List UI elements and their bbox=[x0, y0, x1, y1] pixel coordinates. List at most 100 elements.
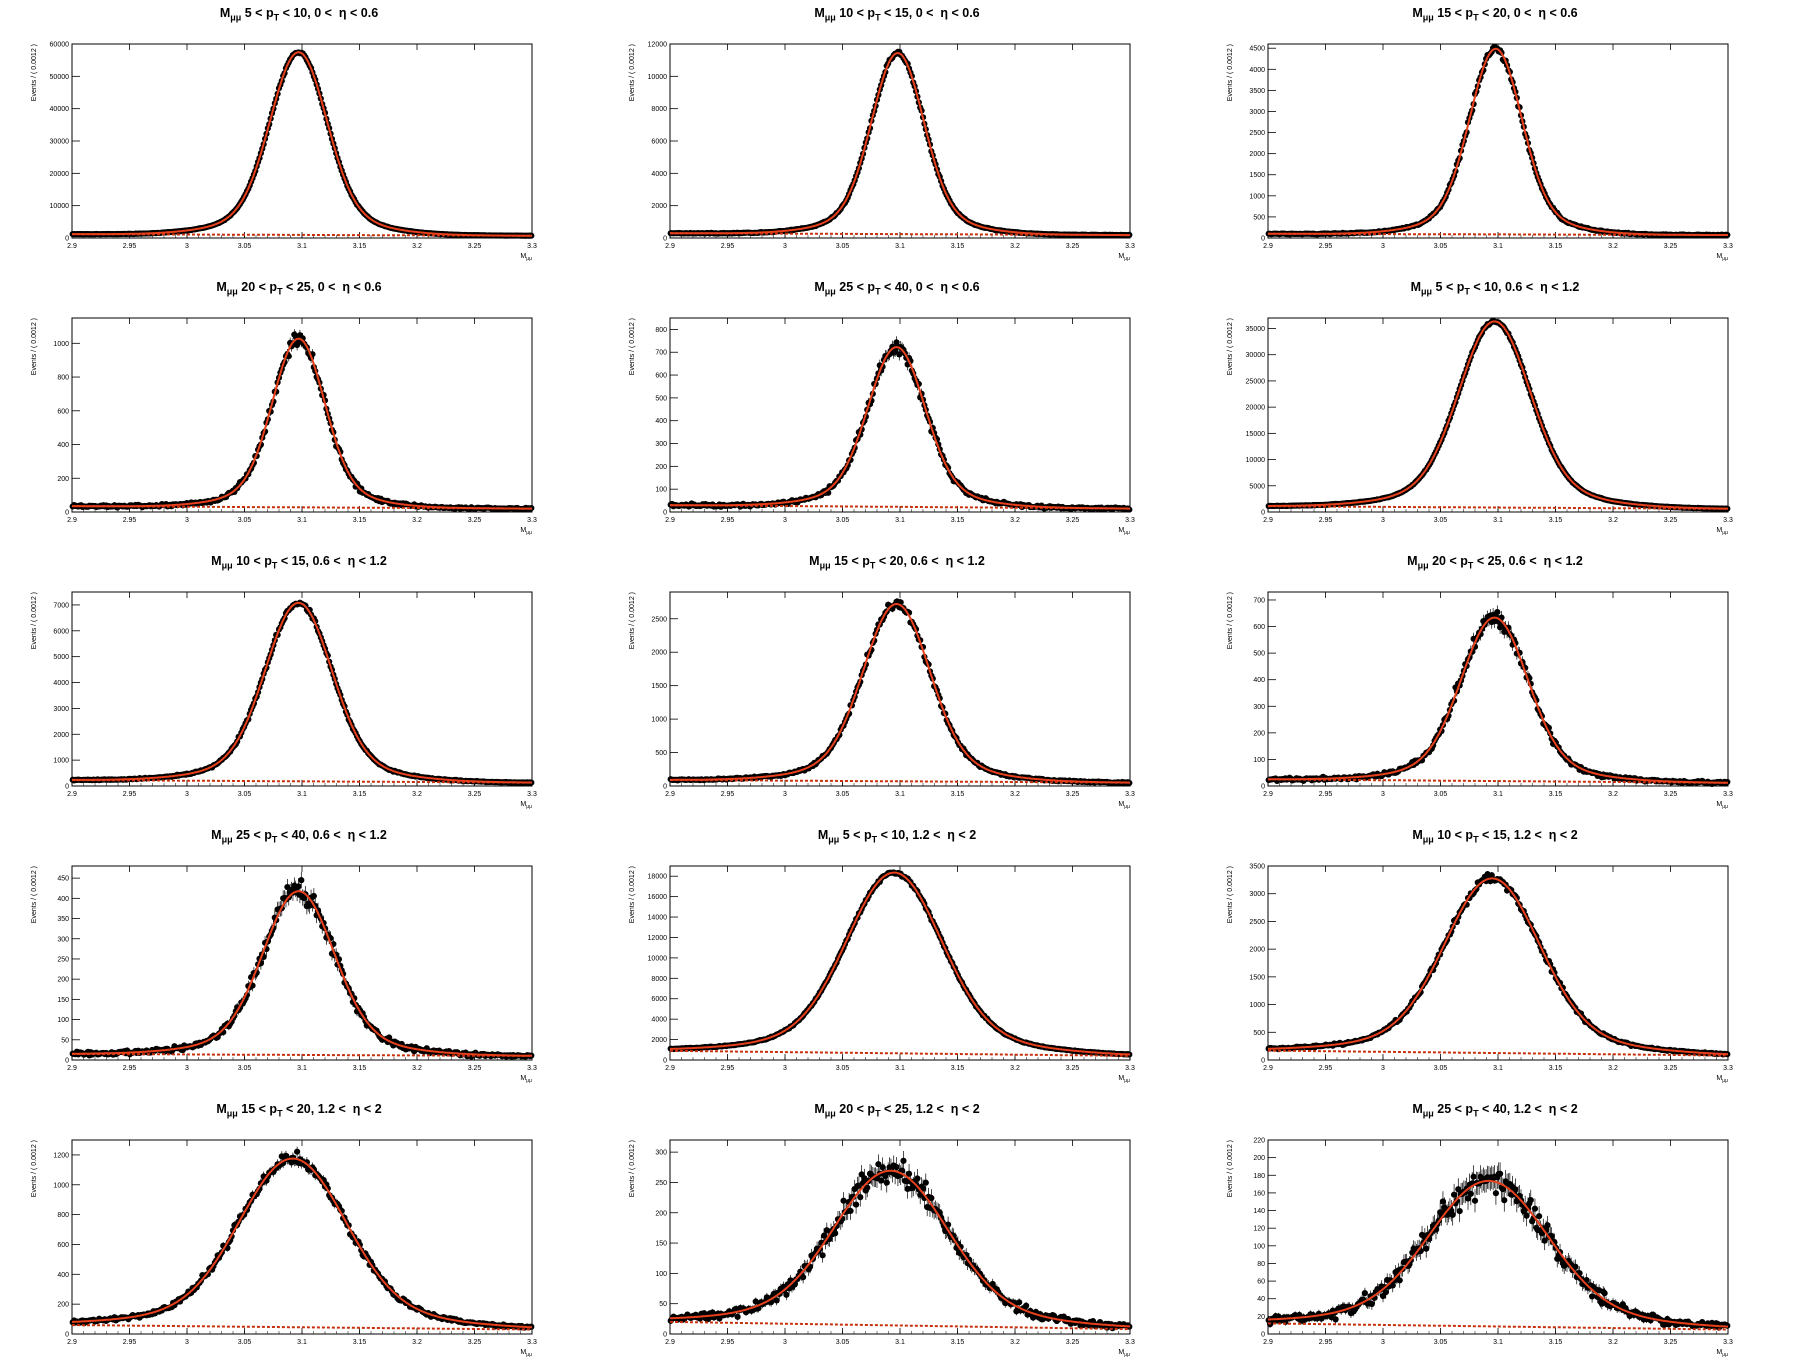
plot-frame bbox=[1267, 317, 1729, 513]
x-tick-label: 3.3 bbox=[1723, 243, 1733, 250]
y-tick-label: 6000 bbox=[651, 139, 667, 146]
title-value: 1.2 bbox=[1561, 280, 1580, 294]
y-tick-label: 2000 bbox=[1249, 151, 1265, 158]
x-tick-label: 3.1 bbox=[297, 517, 307, 524]
x-axis-label: Mμμ bbox=[1716, 527, 1728, 536]
x-axis-label-sub: μμ bbox=[526, 530, 532, 536]
x-tick-label: 2.95 bbox=[123, 791, 137, 798]
data-points bbox=[1265, 317, 1731, 512]
y-tick-label: 12000 bbox=[648, 42, 668, 49]
x-tick-label: 2.95 bbox=[721, 517, 735, 524]
plot-svg: 2.9 2.95 3 3.05 3.1 3.15 3.2 3.25 3.3 0 1000 2000 30… bbox=[31, 591, 537, 810]
y-tick-label: 3000 bbox=[1249, 109, 1265, 116]
x-tick-label: 3.15 bbox=[1549, 243, 1563, 250]
x-tick-label: 3.2 bbox=[412, 517, 422, 524]
x-tick-label: 3.1 bbox=[895, 243, 905, 250]
x-axis-label-sub: μμ bbox=[1124, 256, 1130, 262]
x-tick-label: 2.9 bbox=[67, 791, 77, 798]
y-tick-label: 2000 bbox=[651, 203, 667, 210]
x-tick-label: 3.25 bbox=[468, 517, 482, 524]
y-tick-label: 0 bbox=[1261, 236, 1265, 243]
x-axis-label: Mμμ bbox=[1716, 253, 1728, 262]
y-tick-label: 15000 bbox=[1246, 431, 1266, 438]
y-tick-label: 8000 bbox=[651, 106, 667, 113]
x-tick-label: 3.15 bbox=[353, 243, 367, 250]
title-value: 10 bbox=[236, 554, 250, 568]
x-tick-label: 3.1 bbox=[895, 517, 905, 524]
x-tick-label: 3.2 bbox=[412, 791, 422, 798]
x-tick-label: 3.25 bbox=[468, 243, 482, 250]
x-tick-label: 3.3 bbox=[1125, 243, 1135, 250]
fit-panel: Mμμ 5 < pT < 10, 0 < η < 0.6 2.9 2.95 3 3.05… bbox=[0, 0, 598, 274]
x-tick-label: 3.15 bbox=[951, 517, 965, 524]
panel-title: Mμμ 15 < pT < 20, 0 < η < 0.6 bbox=[1412, 6, 1578, 23]
y-tick-label: 10000 bbox=[50, 203, 70, 210]
x-tick-label: 3 bbox=[783, 243, 787, 250]
title-value: 0 bbox=[317, 280, 325, 294]
x-tick-label: 3.3 bbox=[527, 791, 537, 798]
x-tick-label: 3.05 bbox=[1434, 517, 1448, 524]
y-tick-label: 200 bbox=[655, 464, 667, 471]
title-value: 0.6 bbox=[312, 554, 330, 568]
y-tick-label: 600 bbox=[57, 408, 69, 415]
x-tick-label: 3.3 bbox=[527, 243, 537, 250]
title-value: 10 bbox=[293, 6, 308, 20]
title-value: 0.6 bbox=[962, 280, 980, 294]
y-tick-label: 30000 bbox=[1246, 352, 1266, 359]
y-axis-label: Events / ( 0.0012 ) bbox=[629, 44, 636, 101]
y-tick-label: 25000 bbox=[1246, 378, 1266, 385]
y-tick-label: 100 bbox=[655, 487, 667, 494]
title-value: 5 bbox=[244, 6, 252, 20]
plot-frame bbox=[1267, 43, 1729, 239]
plot-svg: 2.9 2.95 3 3.05 3.1 3.15 3.2 3.25 3.3 0 100 200 300 4… bbox=[629, 317, 1135, 536]
x-tick-label: 3.25 bbox=[1066, 243, 1080, 250]
y-tick-label: 30000 bbox=[50, 139, 70, 146]
plot-frame bbox=[71, 591, 533, 787]
panel-title: Mμμ 5 < pT < 10, 0.6 < η < 1.2 bbox=[1410, 280, 1580, 297]
title-value: 10 bbox=[839, 6, 854, 20]
x-tick-label: 2.9 bbox=[665, 243, 675, 250]
x-tick-label: 3 bbox=[783, 517, 787, 524]
x-tick-label: 2.95 bbox=[1319, 243, 1333, 250]
panel-title: Mμμ 5 < pT < 10, 0 < η < 0.6 bbox=[219, 6, 379, 23]
y-tick-label: 0 bbox=[65, 784, 69, 791]
background-fit-line bbox=[72, 233, 532, 237]
x-tick-label: 3 bbox=[1381, 243, 1385, 250]
total-fit-line bbox=[72, 51, 532, 237]
y-tick-label: 4500 bbox=[1249, 46, 1265, 53]
data-points bbox=[1265, 43, 1731, 239]
x-tick-label: 3.1 bbox=[297, 243, 307, 250]
y-axis-label: Events / ( 0.0012 ) bbox=[31, 318, 38, 375]
y-tick-label: 5000 bbox=[1249, 483, 1265, 490]
y-axis-label: Events / ( 0.0012 ) bbox=[1227, 44, 1234, 101]
plot-frame bbox=[71, 317, 533, 513]
x-tick-label: 3.2 bbox=[1608, 517, 1618, 524]
x-tick-label: 3.25 bbox=[1664, 517, 1678, 524]
title-value: 15 bbox=[291, 554, 306, 568]
x-tick-label: 3 bbox=[185, 517, 189, 524]
y-tick-label: 4000 bbox=[651, 171, 667, 178]
data-points bbox=[69, 49, 535, 239]
y-tick-label: 0 bbox=[65, 510, 69, 517]
plot-frame bbox=[669, 43, 1131, 239]
x-tick-label: 3.1 bbox=[1493, 517, 1503, 524]
fit-panel: Mμμ 15 < pT < 20, 0 < η < 0.6 2.9 2.95 3 3.0… bbox=[1196, 0, 1794, 274]
x-axis-label-sub: μμ bbox=[1722, 256, 1728, 262]
y-tick-label: 0 bbox=[1261, 510, 1265, 517]
x-tick-label: 3.1 bbox=[1493, 243, 1503, 250]
y-tick-label: 0 bbox=[663, 510, 667, 517]
title-value: 0.6 bbox=[1560, 6, 1578, 20]
panel-title: Mμμ 10 < pT < 15, 0 < η < 0.6 bbox=[814, 6, 980, 23]
x-tick-label: 3.3 bbox=[1723, 517, 1733, 524]
y-tick-label: 10000 bbox=[648, 74, 668, 81]
title-value: 5 bbox=[1435, 280, 1443, 294]
total-fit-line bbox=[72, 337, 532, 510]
total-fit-line bbox=[670, 346, 1130, 510]
x-tick-label: 3.25 bbox=[1664, 243, 1678, 250]
plot-svg: 2.9 2.95 3 3.05 3.1 3.15 3.2 3.25 3.3 0 500 1000 150… bbox=[1227, 43, 1733, 262]
x-tick-label: 2.95 bbox=[1319, 517, 1333, 524]
x-tick-label: 3.15 bbox=[1549, 517, 1563, 524]
plot-svg: 2.9 2.95 3 3.05 3.1 3.15 3.2 3.25 3.3 0 2000 4000 60… bbox=[629, 42, 1135, 263]
y-tick-label: 20000 bbox=[50, 171, 70, 178]
x-tick-label: 3.05 bbox=[836, 517, 850, 524]
